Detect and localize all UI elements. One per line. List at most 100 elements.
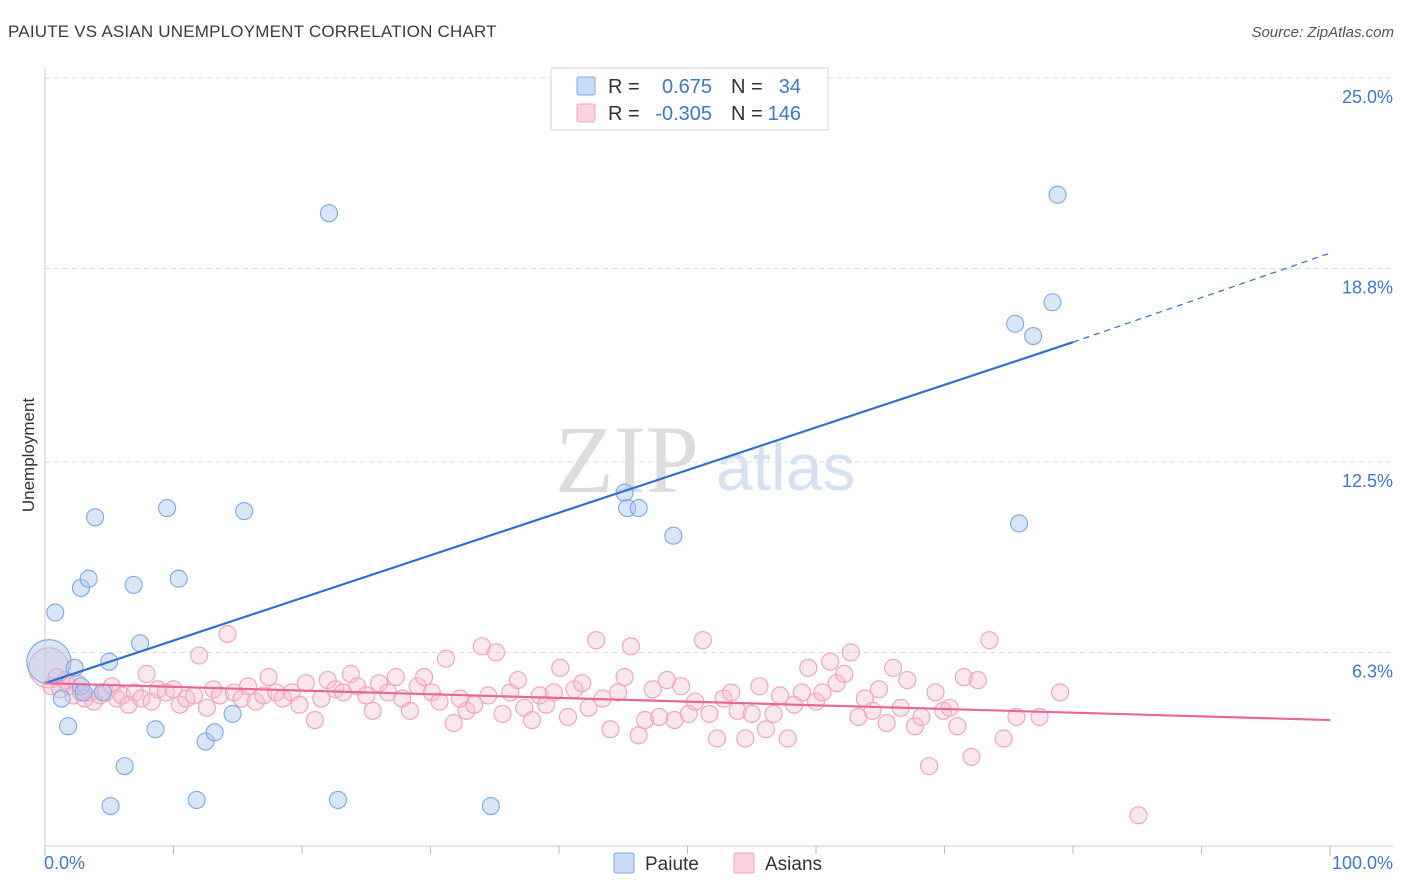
legend-bottom: Paiute Asians [613,852,822,875]
paiute-point [146,720,165,739]
asians-point [968,671,987,690]
watermark-atlas: atlas [716,430,855,504]
asians-point [1129,806,1148,825]
paiute-point [1043,293,1062,312]
paiute-point [46,603,65,622]
asians-point [363,701,382,720]
legend-paiute-r-label: R = [608,76,640,98]
watermark-zip: ZIP [555,406,699,513]
asians-point [400,701,419,720]
asians-point [318,671,337,690]
paiute-point [169,569,188,588]
asians-point [869,680,889,699]
asians-point [422,683,441,702]
asians-point [708,729,727,748]
asians-point [444,714,463,733]
paiute-point [79,569,98,588]
paiute-point [187,790,206,809]
paiute-point [158,499,177,518]
asians-point [430,692,449,711]
y-tick-labels: 6.3% 12.5% 18.8% 25.0% [1342,87,1393,681]
asians-point [905,717,924,736]
asians-point [994,729,1013,748]
paiute-point [86,508,105,527]
asians-point [877,714,896,733]
legend-paiute-r-value: 0.675 [662,76,712,98]
asians-point [792,683,811,702]
asians-point [980,631,999,650]
asians-point [954,667,973,687]
asians-point [756,720,775,739]
asians-point [1007,707,1026,727]
paiute-point [1024,326,1043,346]
asians-point [799,658,818,677]
asians-point [722,683,741,702]
legend-asians-r-value: -0.305 [655,103,712,125]
paiute-point [1048,185,1067,204]
grid-lines [45,77,1393,653]
asians-point [778,729,797,748]
asians-point [530,686,549,705]
asians-point [210,686,229,705]
legend-asians-r-label: R = [608,103,640,125]
paiute-point [629,499,648,518]
asians-point [962,747,981,766]
legend-asians-n-value: 146 [768,103,801,125]
paiute-point [115,757,134,776]
y-tick-label: 18.8% [1342,277,1393,297]
asians-point [742,704,761,723]
asians-point [259,667,278,687]
paiute-point [124,575,143,594]
asians-point [190,646,209,665]
asians-point [132,689,151,708]
y-tick-label: 6.3% [1352,661,1393,681]
legend-asians-n-label: N = [731,103,763,125]
asians-point [841,643,860,662]
asians-point [636,710,655,730]
asians-point [884,658,903,677]
paiute-point [71,578,91,598]
legend-paiute-n-label: N = [731,76,763,98]
paiute-point [74,683,93,702]
asians-point [587,631,606,650]
asians-point [508,671,527,690]
x-tick-label-max: 100.0% [1332,853,1393,873]
asians-point [736,729,755,748]
asians-point [601,720,620,739]
paiute-point [223,704,242,723]
asians-point [898,671,917,690]
paiute-point [235,502,254,521]
asians-point [197,698,216,717]
asians-point [357,686,376,705]
asians-point [238,677,258,696]
asians-point [218,624,237,644]
asians-point [185,686,204,705]
asians-point [650,707,669,727]
asians-point [137,664,156,684]
paiute-point [1006,314,1025,333]
legend-top: R = 0.675 N = 34 R = -0.305 N = 146 [550,67,829,131]
paiute-point [101,797,120,816]
asians-point [813,683,832,702]
asians-point [573,674,592,693]
paiute-point [59,717,78,736]
asians-point [1051,683,1070,702]
asians-point [436,649,455,668]
asians-point [522,710,542,730]
asians-point [296,674,315,693]
asians-point [920,757,939,776]
asians-point [386,667,405,687]
paiute-point [664,526,683,545]
asians-point [764,704,783,723]
asians-point [558,707,578,727]
y-tick-label: 12.5% [1342,471,1393,491]
asians-point [551,658,570,677]
paiute-point [328,790,348,809]
x-tick-label-min: 0.0% [44,853,85,873]
legend-bottom-asians-swatch [733,852,755,874]
chart-title: PAIUTE VS ASIAN UNEMPLOYMENT CORRELATION… [8,22,497,41]
asians-point [290,695,309,714]
paiute-point [205,723,224,742]
asians-point [621,637,641,656]
